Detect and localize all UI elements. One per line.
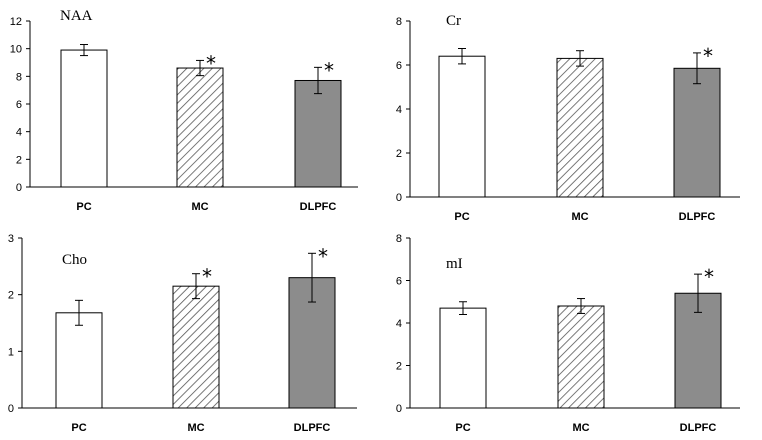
panel-1: Cr 0 2 4 6 8 PC MC * DLPFC <box>396 13 740 223</box>
panel-2: Cho 0 1 2 3 PC * MC * DLPFC <box>8 233 357 434</box>
category-label: MC <box>191 201 208 213</box>
significance-marker: * <box>324 58 334 82</box>
y-tick-label: 0 <box>16 182 22 194</box>
category-label: MC <box>571 211 588 223</box>
y-tick-label: 4 <box>396 104 402 116</box>
panel-0: NAA 0 2 4 6 8 10 12 PC * MC * DLPFC <box>10 8 358 213</box>
category-label: DLPFC <box>680 422 717 434</box>
bar-dlpfc <box>673 67 721 198</box>
y-tick-label: 10 <box>10 44 22 56</box>
y-tick-label: 4 <box>396 318 402 330</box>
category-label: PC <box>71 422 86 434</box>
bar-mc <box>556 57 604 198</box>
panel-3: mI 0 2 4 6 8 PC MC * DLPFC <box>396 233 740 434</box>
y-tick-label: 8 <box>16 71 22 83</box>
bar-mc <box>172 285 220 409</box>
category-label: DLPFC <box>294 422 331 434</box>
significance-marker: * <box>703 44 713 68</box>
y-tick-label: 8 <box>396 16 402 28</box>
panel-title: mI <box>446 256 463 272</box>
y-tick-label: 8 <box>396 233 402 245</box>
bar-pc <box>55 312 103 409</box>
category-label: PC <box>76 201 91 213</box>
bar-pc <box>439 307 487 409</box>
y-tick-label: 0 <box>8 403 14 415</box>
significance-marker: * <box>318 244 328 268</box>
significance-marker: * <box>704 265 714 289</box>
y-tick-label: 4 <box>16 127 22 139</box>
category-label: PC <box>454 211 469 223</box>
y-tick-label: 1 <box>8 346 14 358</box>
y-tick-label: 2 <box>16 154 22 166</box>
category-label: MC <box>572 422 589 434</box>
y-tick-label: 2 <box>8 290 14 302</box>
bar-mc <box>557 305 605 409</box>
bar-pc <box>438 55 486 198</box>
y-tick-label: 12 <box>10 16 22 28</box>
significance-marker: * <box>206 51 216 75</box>
y-tick-label: 0 <box>396 192 402 204</box>
y-tick-label: 0 <box>396 403 402 415</box>
y-tick-label: 2 <box>396 361 402 373</box>
bar-mc <box>176 67 224 188</box>
panel-title: Cr <box>446 13 461 29</box>
y-tick-label: 6 <box>16 99 22 111</box>
category-label: DLPFC <box>300 201 337 213</box>
category-label: PC <box>455 422 470 434</box>
y-tick-label: 6 <box>396 276 402 288</box>
bar-pc <box>60 49 108 188</box>
y-tick-label: 2 <box>396 148 402 160</box>
significance-marker: * <box>202 265 212 289</box>
y-tick-label: 6 <box>396 60 402 72</box>
category-label: DLPFC <box>679 211 716 223</box>
panel-title: NAA <box>60 8 93 24</box>
category-label: MC <box>187 422 204 434</box>
y-tick-label: 3 <box>8 233 14 245</box>
panel-title: Cho <box>62 252 87 268</box>
bar-dlpfc <box>294 79 342 188</box>
